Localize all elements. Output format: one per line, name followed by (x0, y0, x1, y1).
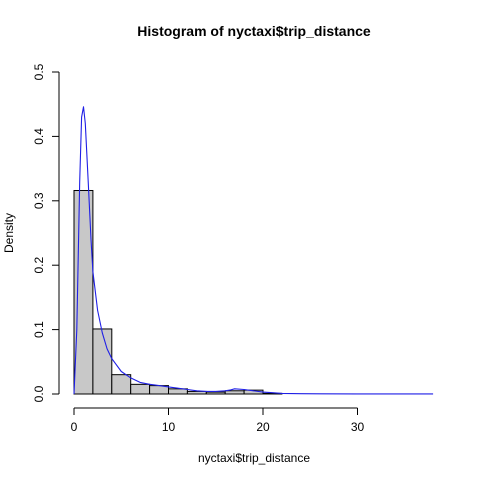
y-axis: 0.0 0.1 0.2 0.3 0.4 0.5 (32, 63, 60, 402)
y-tick-label: 0.4 (32, 128, 46, 145)
histogram-bar (92, 328, 113, 395)
histogram-bar (224, 390, 245, 395)
y-tick-label: 0.3 (32, 192, 46, 209)
y-tick-label: 0.2 (32, 257, 46, 274)
histogram-bar (205, 391, 226, 395)
density-curve (73, 106, 434, 395)
density-curve-group (73, 106, 434, 395)
y-axis-label: Density (2, 213, 16, 253)
chart-title: Histogram of nyctaxi$trip_distance (137, 23, 371, 39)
histogram-bar (186, 390, 207, 395)
x-tick-label: 30 (351, 420, 365, 434)
x-tick-label: 0 (71, 420, 78, 434)
x-axis-label: nyctaxi$trip_distance (198, 451, 310, 465)
y-tick-label: 0.1 (32, 321, 46, 338)
y-tick-label: 0.0 (32, 385, 46, 402)
y-tick-label: 0.5 (32, 63, 46, 80)
x-axis: 0 10 20 30 (71, 407, 365, 434)
x-tick-label: 10 (162, 420, 176, 434)
histogram-bar (111, 374, 132, 395)
histogram-bar (130, 383, 151, 395)
x-tick-label: 20 (256, 420, 270, 434)
